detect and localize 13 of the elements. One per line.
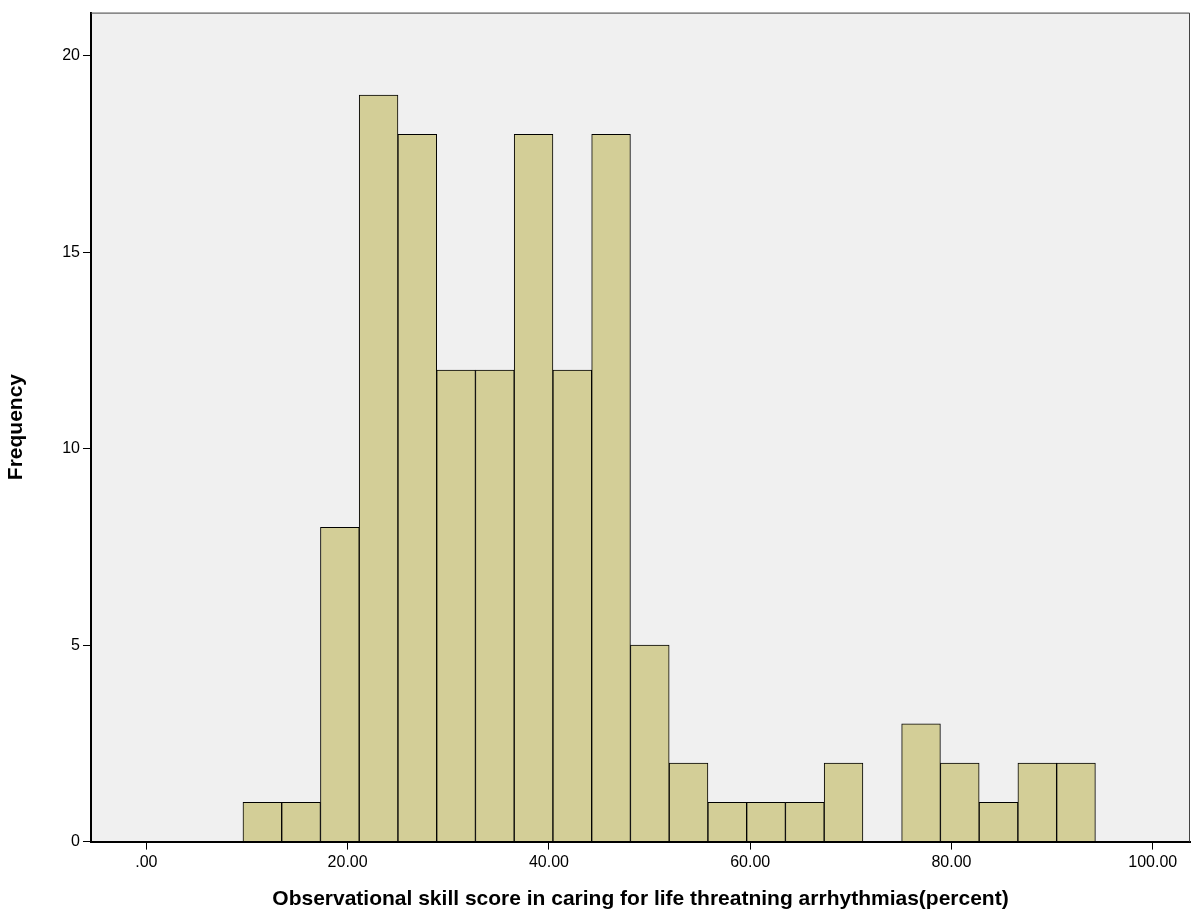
x-tick-label: 40.00 bbox=[528, 852, 570, 870]
y-tick-label: 0 bbox=[71, 832, 81, 850]
y-tick-label: 5 bbox=[71, 635, 81, 653]
x-tick-label: 100.00 bbox=[1128, 852, 1178, 870]
y-axis-title: Frequency bbox=[3, 373, 27, 481]
x-axis-title: Observational skill score in caring for life threatning arrhythmias(percent) bbox=[272, 886, 1009, 910]
x-tick-label: 80.00 bbox=[931, 852, 972, 870]
x-tick-label: 20.00 bbox=[327, 852, 368, 870]
y-tick-label: 20 bbox=[62, 46, 81, 64]
x-tick-label: 60.00 bbox=[730, 852, 771, 870]
y-tick-label: 15 bbox=[62, 242, 81, 260]
y-tick-label: 10 bbox=[62, 439, 81, 457]
x-tick-label: .00 bbox=[135, 852, 158, 870]
